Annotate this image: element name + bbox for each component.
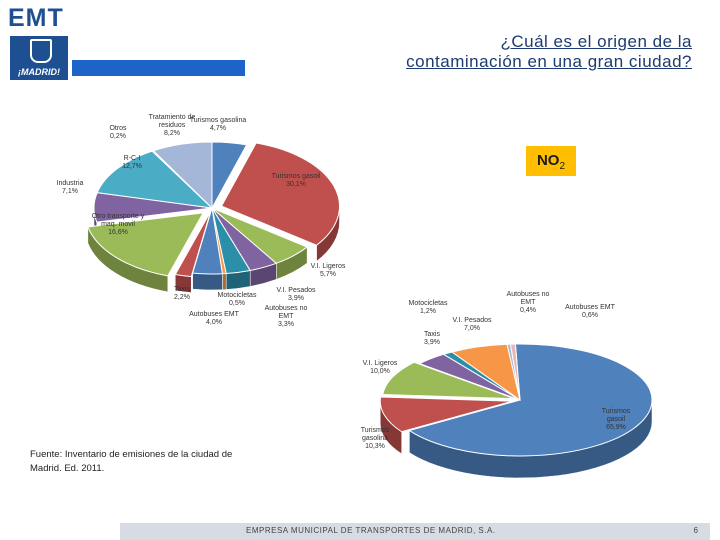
total-slice-side-autobuses-emt	[192, 272, 223, 291]
header-accent-bar	[72, 60, 245, 76]
source-line-2: Madrid. Ed. 2011.	[30, 463, 105, 474]
pollutant-badge-main: NO	[536, 152, 560, 169]
logo-text: EMT	[8, 4, 64, 32]
title-line-1: ¿Cuál es el origen de la	[500, 32, 692, 51]
logo-city: ¡MADRID!	[18, 67, 60, 77]
madrid-logo-box: ¡MADRID!	[10, 36, 68, 80]
total-label-r-c-i: R-C-I 12,7%	[122, 155, 142, 170]
emt-logo: EMT ¡MADRID!	[6, 4, 70, 82]
total-label-v-i-ligeros: V.I. Ligeros 5,7%	[311, 263, 346, 278]
traffic-label-autobuses-no-emt: Autobuses no EMT 0,4%	[507, 291, 550, 314]
total-slice-taxis	[174, 211, 212, 278]
total-label-otros: Otros 0,2%	[109, 125, 127, 140]
total-label-autobuses-no-emt: Autobuses no EMT 3,3%	[265, 305, 308, 328]
traffic-label-v-i-pesados: V.I. Pesados 7,0%	[452, 317, 492, 332]
source-note: Fuente: Inventario de emisiones de la ci…	[26, 445, 291, 477]
total-label-turismos-gasolina: Turismos gasolina 4,7%	[190, 117, 247, 132]
total-label-v-i-pesados: V.I. Pesados 3,9%	[276, 287, 316, 302]
total-slice-otro-transporte-y-maq-movil	[87, 212, 205, 277]
traffic-label-v-i-ligeros: V.I. Ligeros 10,0%	[363, 360, 398, 375]
total-label-motocicletas: Motocicletas 0,5%	[218, 292, 257, 307]
traffic-slice-autobuses-emt	[509, 343, 521, 401]
traffic-slice-v-i-ligeros	[382, 361, 515, 400]
total-label-tratamiento-de-residuos: Tratamiento de residuos 8,2%	[149, 114, 196, 137]
traffic-label-turismos-gasoil: Turismos gasoil 65,9%	[602, 408, 631, 431]
total-label-otro-transporte-y-maq-movil: Otro transporte y maq. movil 16,6%	[92, 213, 145, 236]
total-slice-tratamiento-de-residuos	[152, 141, 213, 210]
footer-company: EMPRESA MUNICIPAL DE TRANSPORTES DE MADR…	[246, 526, 496, 535]
traffic-label-motocicletas: Motocicletas 1,2%	[409, 300, 448, 315]
total-label-turismos-gasoil: Turismos gasoil 30,1%	[272, 173, 321, 188]
traffic-label-autobuses-emt: Autobuses EMT 0,6%	[565, 304, 616, 319]
traffic-label-taxis: Taxis 3,9%	[424, 331, 440, 346]
total-label-autobuses-emt: Autobuses EMT 4,0%	[189, 311, 240, 326]
pollutant-badge: NO2	[526, 146, 576, 176]
traffic-label-turismos-gasolina: Turismos gasolina 10,3%	[361, 427, 390, 450]
page-title: ¿Cuál es el origen de la contaminación e…	[300, 32, 692, 72]
pollutant-badge-sub: 2	[559, 161, 566, 172]
total-slice-side-motocicletas	[222, 273, 227, 291]
madrid-crest-icon	[30, 39, 52, 63]
total-slice-turismos-gasoil	[220, 142, 340, 246]
total-label-taxis: Taxis 2,2%	[174, 286, 190, 301]
total-label-industria: Industria 7,1%	[57, 180, 84, 195]
page-number: 6	[693, 526, 698, 535]
traffic-slice-turismos-gasolina	[379, 396, 513, 433]
source-line-1: Fuente: Inventario de emisiones de la ci…	[30, 449, 233, 460]
total-slice-r-c-i	[96, 150, 214, 209]
traffic-slice-turismos-gasoil	[408, 343, 653, 457]
footer-bar: EMPRESA MUNICIPAL DE TRANSPORTES DE MADR…	[120, 523, 710, 540]
title-line-2: contaminación en una gran ciudad?	[406, 52, 692, 71]
